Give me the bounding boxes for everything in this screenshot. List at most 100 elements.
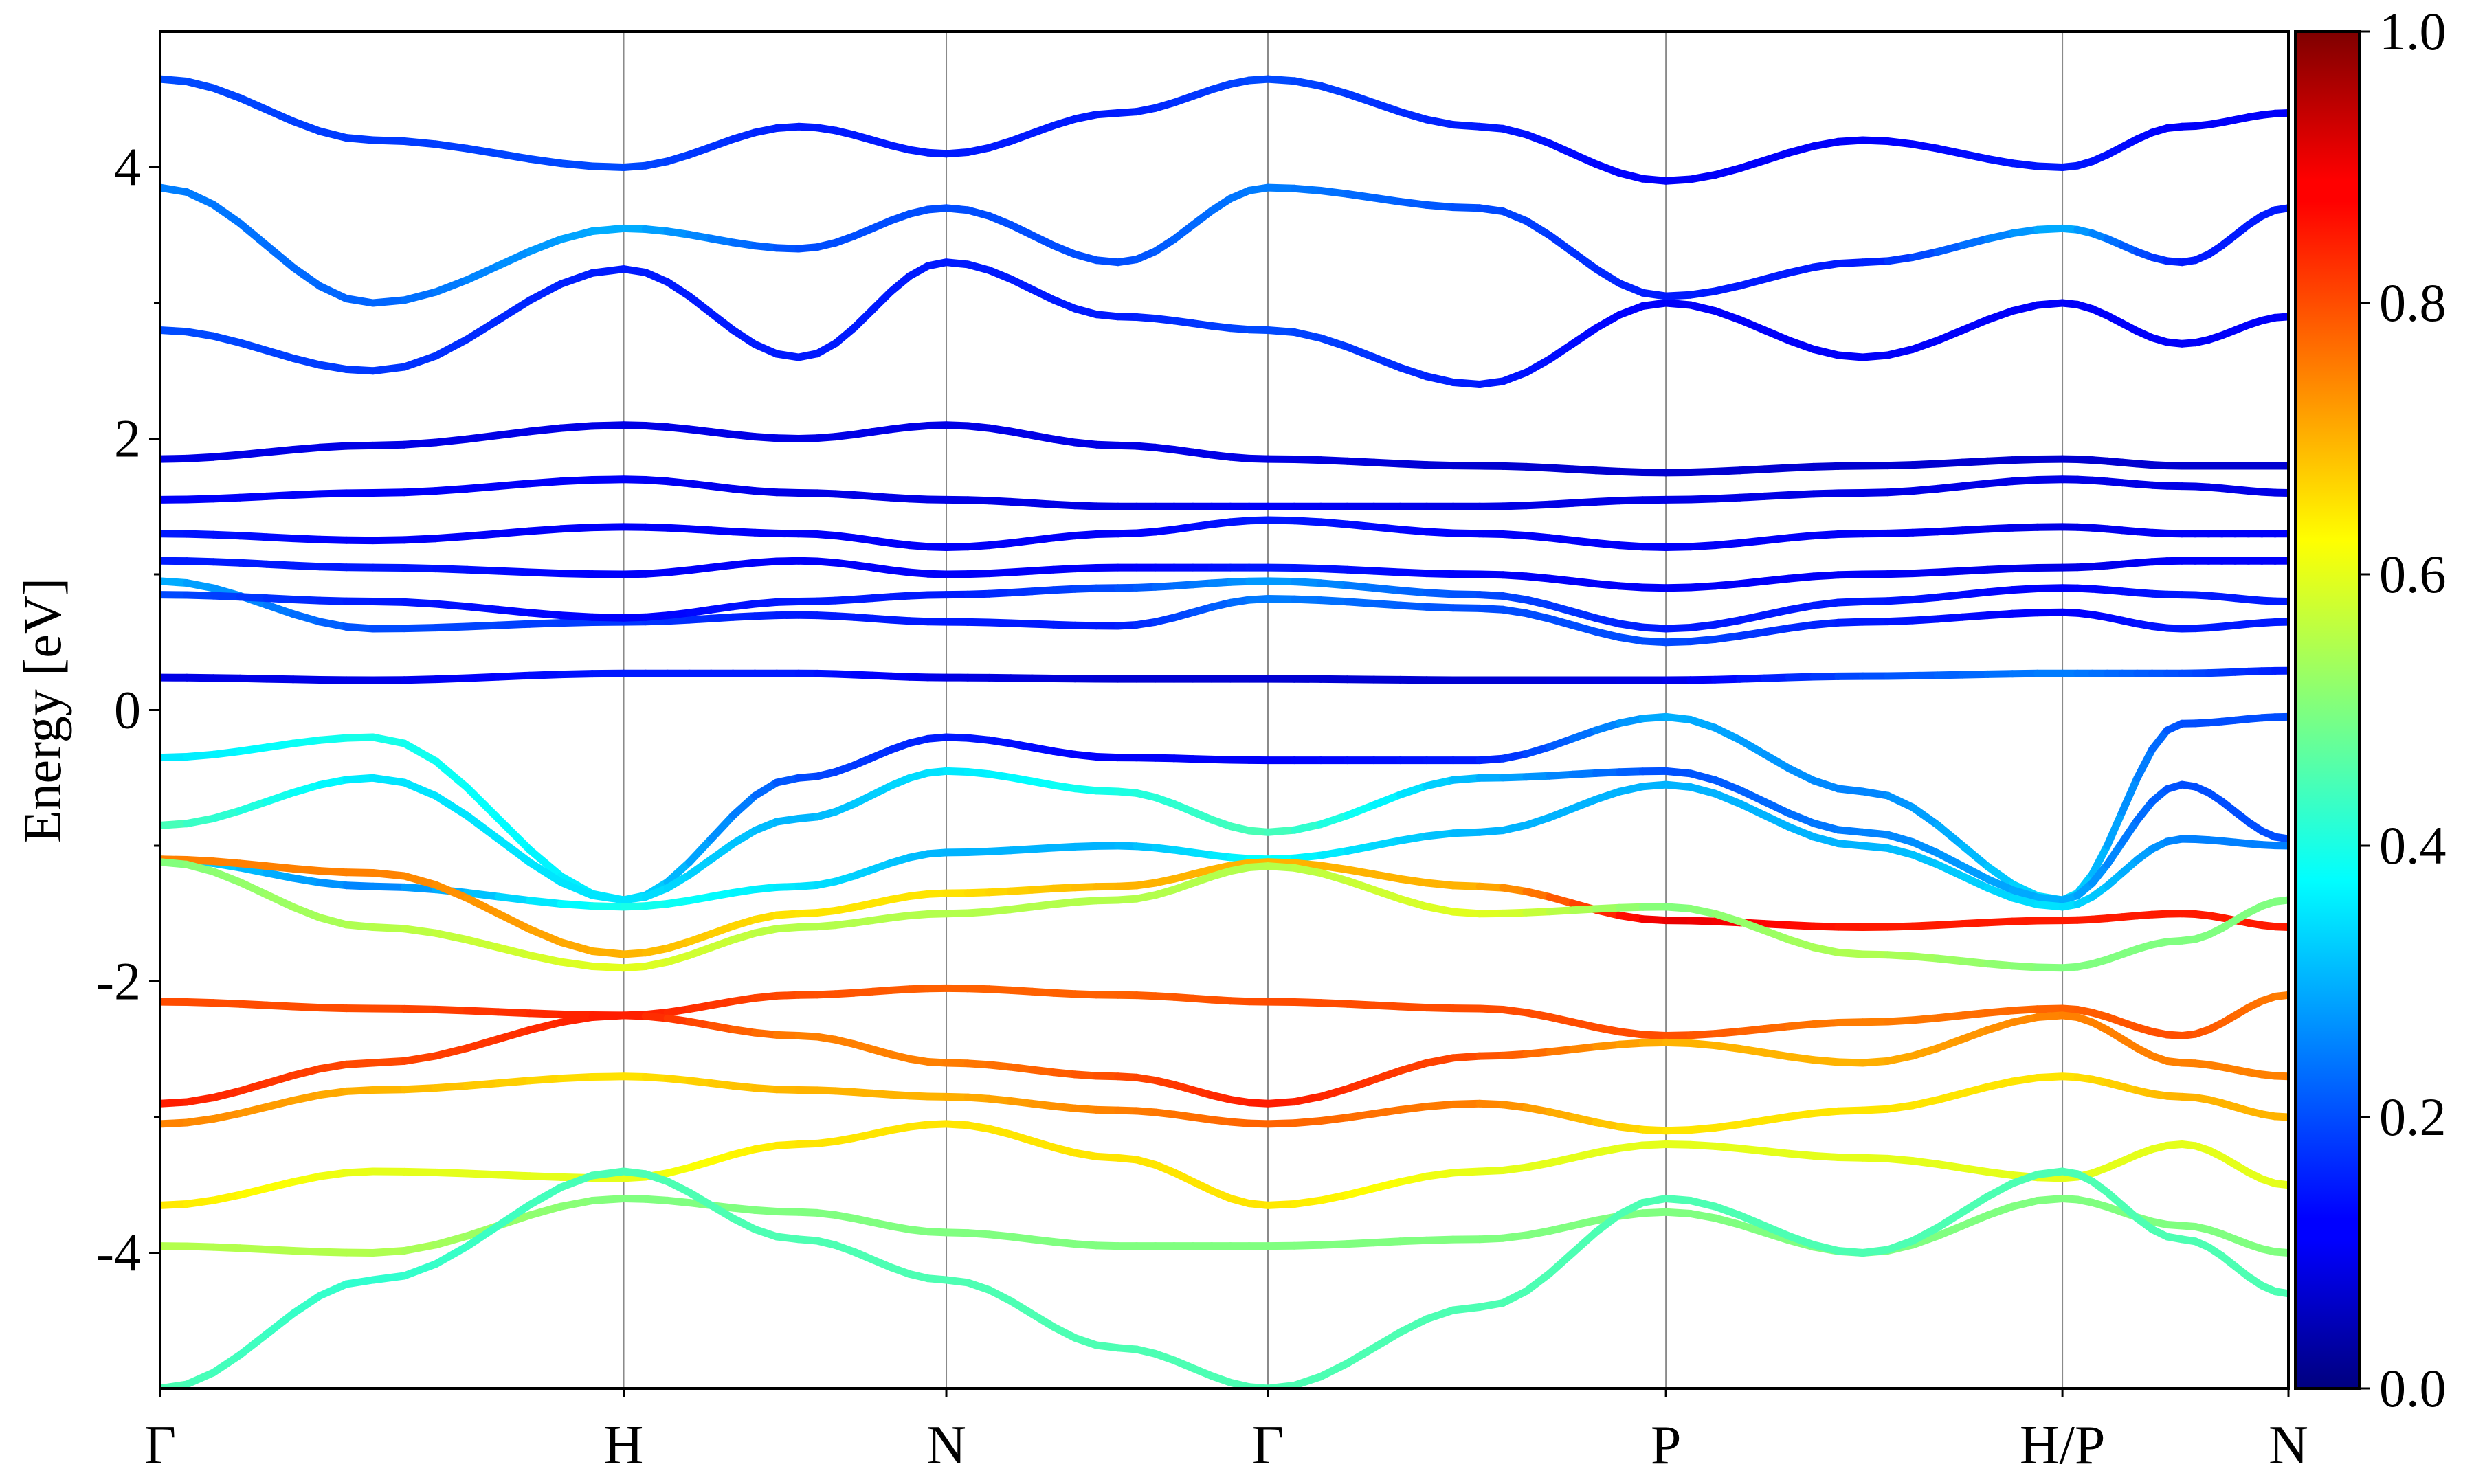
band-segment [1449, 1099, 1484, 1108]
band-segment [1007, 1297, 1036, 1318]
band-segment [1592, 1040, 1623, 1050]
x-tick-label: H [604, 1415, 644, 1476]
band-segment [1344, 457, 1378, 466]
band-segment [209, 201, 244, 227]
band-segment [588, 421, 627, 430]
band-segment [1317, 1240, 1351, 1249]
band-segment [1615, 279, 1647, 297]
band-segment [2009, 1197, 2042, 1211]
band-segment [1499, 530, 1530, 540]
band-segment [729, 929, 759, 944]
band-segment [1834, 1058, 1867, 1067]
band-segment [1475, 754, 1507, 765]
band-segment [1908, 1044, 1941, 1060]
band-segment [1859, 257, 1892, 267]
band-segment [160, 577, 191, 587]
band-segment [1760, 1022, 1793, 1033]
band-segment [1736, 1145, 1768, 1155]
band-segment [1834, 530, 1867, 538]
band-segment [1592, 1023, 1623, 1036]
band-segment [183, 1242, 217, 1251]
band-segment [263, 446, 298, 456]
band-segment [289, 780, 324, 797]
band-segment [1615, 302, 1647, 319]
band-segment [1396, 363, 1431, 381]
band-segment [1615, 903, 1647, 912]
band-segment [369, 1057, 408, 1067]
band-segment [263, 594, 298, 603]
band-segment [1785, 462, 1818, 472]
band-segment [1592, 311, 1623, 333]
colorbar-tick-label: 0.2 [2379, 1087, 2447, 1147]
band-segment [1785, 921, 1818, 930]
band-segment [1785, 765, 1818, 785]
band-segment [400, 1241, 440, 1255]
band-segment [400, 535, 440, 544]
band-segment [494, 1077, 534, 1088]
band-segment [1983, 1202, 2016, 1219]
band-segment [1736, 628, 1768, 640]
band-segment [1264, 826, 1298, 836]
band-segment [2103, 808, 2126, 850]
band-segment [729, 791, 759, 820]
band-segment [1934, 526, 1967, 536]
band-segment [1983, 456, 2016, 465]
band-segment [985, 266, 1015, 283]
band-segment [1317, 862, 1351, 874]
band-segment [494, 1171, 534, 1180]
band-segment [1983, 862, 2016, 888]
band-segment [315, 127, 350, 142]
band-segment [1736, 465, 1768, 475]
band-segment [263, 241, 298, 271]
band-segment [1569, 248, 1600, 273]
band-segment [588, 613, 627, 622]
band-segment [1370, 584, 1405, 594]
band-segment [400, 352, 440, 371]
band-segment [1615, 467, 1647, 476]
band-segment [1760, 811, 1793, 831]
band-segment [1834, 1018, 1867, 1026]
band-segment [1908, 1157, 1941, 1168]
band-segment [1475, 377, 1507, 388]
band-segment [1449, 121, 1484, 131]
band-segment [707, 309, 737, 334]
band-segment [1736, 800, 1768, 820]
band-segment [209, 558, 244, 567]
band-segment [1711, 164, 1744, 179]
band-segment [1934, 1089, 1967, 1104]
y-tick-label: 0 [114, 680, 141, 740]
colorbar-tick-label: 0.0 [2379, 1358, 2447, 1418]
band-segment [1686, 716, 1719, 732]
band-segment [236, 492, 271, 502]
band-segment [1546, 574, 1577, 585]
band-segment [1615, 1199, 1647, 1219]
band-segment [1959, 862, 1992, 883]
band-segment [1370, 523, 1405, 534]
band-segment [463, 1035, 502, 1053]
band-segment [1959, 150, 1992, 163]
band-segment [1546, 339, 1577, 363]
band-segment [289, 675, 324, 684]
band-segment [1638, 1195, 1670, 1206]
band-segment [1264, 75, 1298, 85]
band-segment [1170, 221, 1197, 243]
band-segment [1638, 637, 1670, 647]
band-segment [1475, 570, 1507, 579]
band-segment [1809, 598, 1842, 609]
band-segment [183, 856, 217, 866]
band-segment [2033, 901, 2066, 911]
band-segment [1344, 1344, 1378, 1367]
band-segment [1592, 580, 1623, 590]
band-segment [2009, 1005, 2042, 1015]
band-segment [1809, 530, 1842, 540]
band-segment [1291, 328, 1325, 342]
band-segment [1736, 786, 1768, 806]
band-segment [432, 1005, 471, 1015]
band-segment [1396, 601, 1431, 611]
band-segment [1291, 184, 1325, 194]
band-segment [1475, 1004, 1507, 1013]
band-segment [1884, 1016, 1917, 1026]
band-segment [263, 1071, 298, 1088]
band-segment [1809, 1056, 1842, 1066]
band-segment [1711, 1214, 1744, 1228]
